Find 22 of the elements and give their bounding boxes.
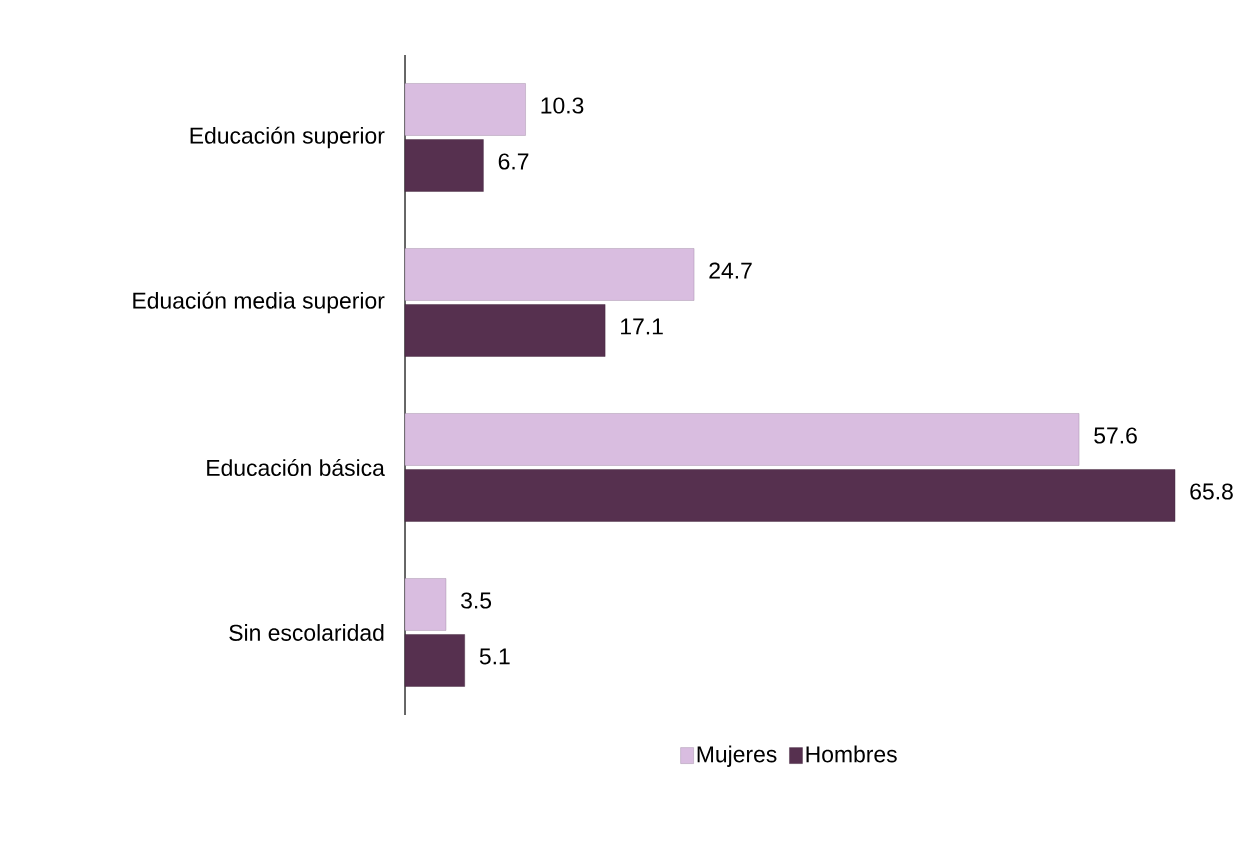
bar bbox=[404, 83, 526, 136]
y-tick-label: Eduación media superior bbox=[133, 291, 385, 314]
bar bbox=[404, 413, 1080, 466]
data-label: 5.1 bbox=[479, 648, 510, 665]
data-label: 57.6 bbox=[1094, 427, 1137, 444]
bar bbox=[404, 469, 1176, 522]
legend-label: Mujeres bbox=[697, 745, 777, 767]
data-label: 10.3 bbox=[541, 97, 584, 114]
bar bbox=[404, 304, 606, 357]
data-label: 6.7 bbox=[498, 153, 529, 170]
data-label: 17.1 bbox=[621, 318, 663, 335]
legend-label: Hombres bbox=[806, 745, 897, 763]
data-label: 24.7 bbox=[709, 262, 752, 279]
y-tick-label: Sin escolaridad bbox=[229, 624, 384, 641]
bar bbox=[404, 634, 465, 687]
y-tick-label: Educación básica bbox=[207, 458, 385, 477]
data-label: 65.8 bbox=[1190, 483, 1233, 500]
y-tick-label: Educación superior bbox=[190, 126, 385, 149]
bar bbox=[404, 248, 695, 301]
data-label: 3.5 bbox=[461, 592, 492, 609]
bar bbox=[404, 139, 484, 192]
bar bbox=[404, 578, 447, 631]
